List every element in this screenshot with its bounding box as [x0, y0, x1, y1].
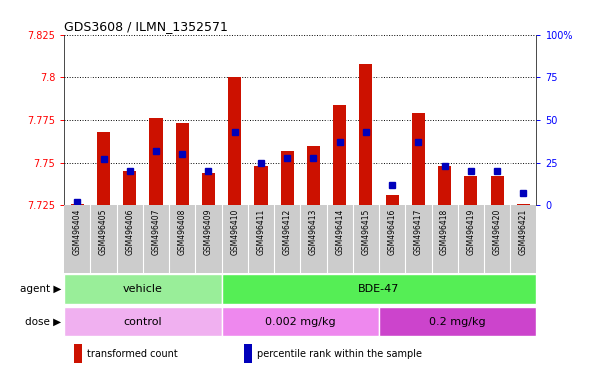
- Text: GSM496413: GSM496413: [309, 209, 318, 255]
- Text: control: control: [123, 316, 162, 327]
- Bar: [73, 344, 82, 363]
- Text: GSM496409: GSM496409: [204, 209, 213, 255]
- Text: GSM496408: GSM496408: [178, 209, 187, 255]
- Text: GSM496405: GSM496405: [99, 209, 108, 255]
- Bar: [222, 274, 536, 304]
- Text: vehicle: vehicle: [123, 284, 163, 294]
- Bar: [64, 274, 222, 304]
- Bar: [359, 64, 373, 205]
- Bar: [280, 151, 294, 205]
- Text: GSM496421: GSM496421: [519, 209, 528, 255]
- Text: GSM496410: GSM496410: [230, 209, 240, 255]
- Text: transformed count: transformed count: [87, 349, 178, 359]
- Bar: [307, 146, 320, 205]
- Text: GSM496407: GSM496407: [152, 209, 161, 255]
- Bar: [491, 176, 503, 205]
- Text: 0.002 mg/kg: 0.002 mg/kg: [265, 316, 335, 327]
- Text: GSM496416: GSM496416: [387, 209, 397, 255]
- Bar: [333, 104, 346, 205]
- Text: percentile rank within the sample: percentile rank within the sample: [257, 349, 422, 359]
- Bar: [438, 166, 451, 205]
- Bar: [228, 77, 241, 205]
- Bar: [97, 132, 110, 205]
- Bar: [464, 176, 477, 205]
- Text: dose ▶: dose ▶: [25, 316, 61, 327]
- Text: GSM496420: GSM496420: [492, 209, 502, 255]
- Text: GSM496419: GSM496419: [466, 209, 475, 255]
- Text: GSM496418: GSM496418: [440, 209, 449, 255]
- Bar: [379, 307, 536, 336]
- Bar: [123, 171, 136, 205]
- Text: GSM496412: GSM496412: [283, 209, 291, 255]
- Bar: [412, 113, 425, 205]
- Text: GSM496414: GSM496414: [335, 209, 344, 255]
- Bar: [386, 195, 399, 205]
- Text: GSM496417: GSM496417: [414, 209, 423, 255]
- Text: GSM496404: GSM496404: [73, 209, 82, 255]
- Bar: [71, 204, 84, 205]
- Bar: [244, 344, 252, 363]
- Bar: [202, 173, 215, 205]
- Bar: [222, 307, 379, 336]
- Text: GSM496411: GSM496411: [257, 209, 265, 255]
- Bar: [517, 204, 530, 205]
- Text: agent ▶: agent ▶: [20, 284, 61, 294]
- Text: GSM496406: GSM496406: [125, 209, 134, 255]
- Text: GDS3608 / ILMN_1352571: GDS3608 / ILMN_1352571: [64, 20, 228, 33]
- Bar: [150, 118, 163, 205]
- Text: BDE-47: BDE-47: [358, 284, 400, 294]
- Bar: [176, 123, 189, 205]
- Text: 0.2 mg/kg: 0.2 mg/kg: [430, 316, 486, 327]
- Bar: [64, 307, 222, 336]
- Bar: [254, 166, 268, 205]
- Text: GSM496415: GSM496415: [361, 209, 370, 255]
